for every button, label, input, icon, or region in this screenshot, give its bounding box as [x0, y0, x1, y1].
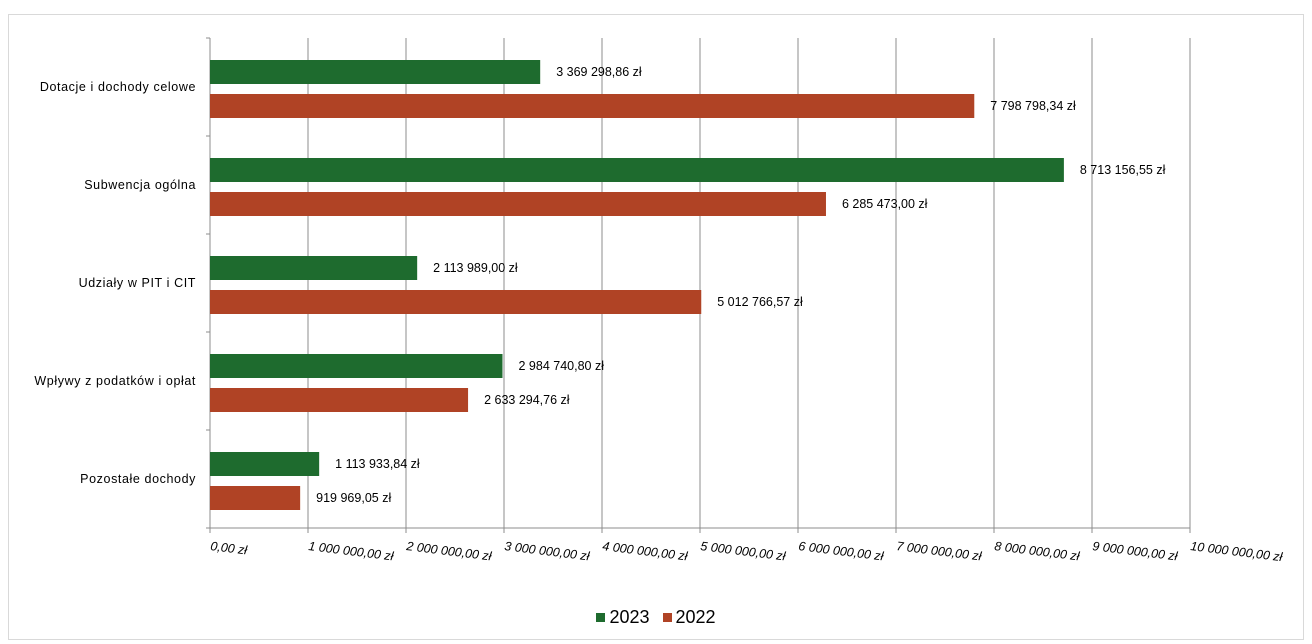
- data-label-2023: 2 984 740,80 zł: [519, 359, 605, 373]
- legend-item-2022: 2022: [662, 607, 716, 628]
- data-label-2022: 7 798 798,34 zł: [990, 99, 1076, 113]
- bar-2022-2: [210, 290, 702, 314]
- data-label-2023: 1 113 933,84 zł: [335, 457, 420, 471]
- x-tick-label: 6 000 000,00 zł: [798, 539, 886, 563]
- legend-label-2022: 2022: [675, 607, 716, 627]
- legend-swatch-2023: [596, 613, 606, 622]
- x-tick-label: 9 000 000,00 zł: [1092, 539, 1180, 563]
- legend-label-2023: 2023: [609, 607, 650, 627]
- data-label-2023: 8 713 156,55 zł: [1080, 163, 1166, 177]
- data-label-2022: 919 969,05 zł: [316, 491, 391, 505]
- data-label-2023: 2 113 989,00 zł: [433, 261, 518, 275]
- bar-2022-1: [210, 192, 826, 216]
- data-label-2022: 5 012 766,57 zł: [717, 295, 803, 309]
- legend-swatch-2022: [662, 613, 672, 622]
- bar-2022-4: [210, 486, 301, 510]
- data-label-2022: 6 285 473,00 zł: [842, 197, 928, 211]
- data-label-2022: 2 633 294,76 zł: [484, 393, 570, 407]
- category-label: Pozostałe dochody: [80, 472, 196, 486]
- x-tick-label: 8 000 000,00 zł: [994, 539, 1082, 563]
- bar-2022-3: [210, 388, 469, 412]
- data-label-2023: 3 369 298,86 zł: [556, 65, 642, 79]
- x-tick-label: 7 000 000,00 zł: [896, 539, 984, 563]
- x-tick-label: 3 000 000,00 zł: [504, 539, 592, 563]
- x-tick-label: 1 000 000,00 zł: [308, 539, 396, 563]
- bar-2023-4: [210, 452, 320, 476]
- category-label: Dotacje i dochody celowe: [40, 80, 196, 94]
- bar-2023-2: [210, 256, 418, 280]
- x-tick-label: 0,00 zł: [210, 539, 249, 558]
- bar-2022-0: [210, 94, 975, 118]
- category-label: Wpływy z podatków i opłat: [34, 374, 196, 388]
- legend-item-2023: 2023: [596, 607, 649, 628]
- category-label: Udziały w PIT i CIT: [79, 276, 196, 290]
- bar-2023-3: [210, 354, 503, 378]
- chart-legend: 2023 2022: [0, 606, 1312, 628]
- x-tick-label: 4 000 000,00 zł: [602, 539, 690, 563]
- x-tick-label: 5 000 000,00 zł: [700, 539, 788, 563]
- bar-2023-1: [210, 158, 1064, 182]
- chart-frame: [8, 14, 1304, 640]
- x-tick-label: 2 000 000,00 zł: [405, 539, 494, 564]
- bar-chart: 0,00 zł 1 000 000,00 zł 2 000 000,00 zł 3 0…: [34, 37, 1285, 564]
- bar-2023-0: [210, 60, 541, 84]
- category-label: Subwencja ogólna: [84, 178, 196, 192]
- x-tick-label: 10 000 000,00 zł: [1190, 539, 1285, 564]
